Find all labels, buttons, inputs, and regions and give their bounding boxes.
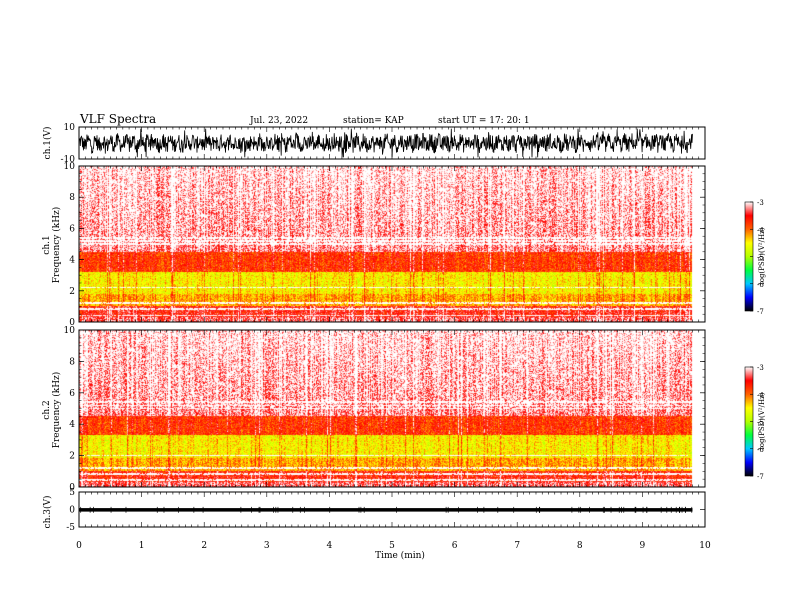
ch1-spectrogram-ytick-label: 10 — [64, 162, 76, 172]
ch1-spectrogram-panel: 0 2 4 6 8 10 — [64, 162, 706, 328]
date-label: Jul. 23, 2022 — [249, 116, 308, 126]
ch2-spectrogram-ytick-label: 2 — [69, 452, 75, 462]
ch2-spectrogram-ytick-label: 0 — [69, 483, 75, 493]
ch1-spectrogram-ylabel-channel: ch.1 — [42, 235, 52, 254]
ch1-colorbar-tick-label: -3 — [757, 199, 764, 207]
station-label: station= KAP — [343, 116, 404, 126]
x-tick-label: 9 — [640, 541, 646, 551]
ch2-colorbar-tick-label: -3 — [757, 364, 764, 372]
ch1-colorbar-tick-label: -7 — [757, 308, 764, 316]
x-tick-label: 8 — [577, 541, 583, 551]
ch2-spectrogram-ytick-label: 8 — [69, 357, 75, 367]
ch1-colorbar: -3 -4 -5 -6 -7 — [744, 199, 764, 316]
ch2-spectrogram-ylabel-channel: ch.2 — [42, 400, 52, 419]
start-time-label: start UT = 17: 20: 1 — [438, 116, 530, 126]
ch1-spectrogram-ytick-label: 8 — [69, 193, 75, 203]
ch3-waveform-ytick-label: -5 — [66, 523, 75, 533]
ch1-spectrogram-ylabel-frequency: Frequency (kHz) — [51, 207, 62, 284]
ch2-spectrogram-ytick-label: 6 — [69, 389, 75, 399]
ch1-spectrogram-ytick-label: 4 — [69, 256, 75, 266]
x-tick-label: 0 — [76, 541, 82, 551]
ch1-waveform-panel: 10 -10 — [61, 123, 706, 165]
x-tick-label: 10 — [699, 541, 711, 551]
x-tick-label: 6 — [452, 541, 458, 551]
ch3-waveform-ylabel: ch.3(V) — [42, 496, 53, 529]
ch1-waveform-series — [78, 128, 693, 158]
ch2-colorbar: -3 -4 -5 -6 -7 — [744, 364, 764, 481]
figure-title: VLF Spectra — [79, 112, 156, 126]
ch2-colorbar-label: log(PSD)(V²/Hz) — [758, 392, 766, 449]
x-axis-label: Time (min) — [375, 550, 425, 561]
ch3-waveform-ytick-label: 0 — [69, 506, 75, 516]
ch1-spectrogram-image — [79, 166, 705, 322]
ch2-spectrogram-ytick-label: 10 — [64, 326, 76, 336]
ch2-colorbar-tick-label: -4 — [757, 391, 764, 399]
ch1-waveform-ytick-label: -10 — [61, 155, 76, 165]
x-tick-label: 4 — [327, 541, 333, 551]
ch2-spectrogram-panel: 0 2 4 6 8 10 — [64, 326, 706, 493]
ch2-spectrogram-ytick-label: 4 — [69, 420, 75, 430]
x-tick-label: 1 — [139, 541, 145, 551]
ch2-spectrogram-ylabel-frequency: Frequency (kHz) — [51, 372, 62, 449]
ch2-spectrogram-image — [79, 330, 705, 487]
ch1-spectrogram-ytick-label: 6 — [69, 224, 75, 234]
ch1-colorbar-tick-label: -4 — [757, 226, 764, 234]
ch1-spectrogram-ytick-label: 0 — [69, 318, 75, 328]
x-tick-label: 7 — [514, 541, 520, 551]
ch1-colorbar-tick-label: -6 — [757, 281, 764, 289]
x-tick-label: 3 — [264, 541, 270, 551]
ch1-waveform-ytick-label: 10 — [64, 123, 76, 133]
ch1-spectrogram-ytick-label: 2 — [69, 287, 75, 297]
ch3-waveform-ytick-label: 5 — [69, 488, 75, 498]
ch1-waveform-ylabel: ch.1(V) — [42, 127, 53, 160]
ch2-colorbar-tick-label: -6 — [757, 446, 764, 454]
ch1-colorbar-label: log(PSD)(V²/Hz) — [758, 227, 766, 284]
ch1-colorbar-tick-label: -5 — [757, 254, 764, 262]
ch3-waveform-panel: 50-50 1 2 3 4 5 6 7 8 9 10 — [66, 488, 711, 551]
ch2-colorbar-tick-label: -7 — [757, 473, 764, 481]
ch3-waveform-series — [79, 508, 693, 512]
x-tick-label: 2 — [201, 541, 207, 551]
ch2-colorbar-tick-label: -5 — [757, 419, 764, 427]
x-tick-label: 5 — [389, 541, 395, 551]
